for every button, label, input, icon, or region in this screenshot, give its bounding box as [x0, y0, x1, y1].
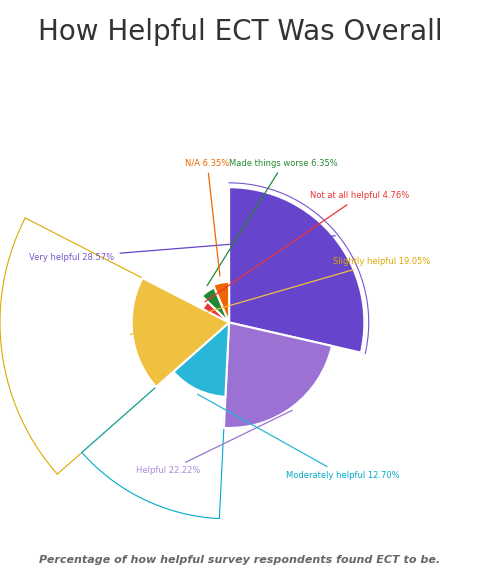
Text: Percentage of how helpful survey respondents found ECT to be.: Percentage of how helpful survey respond… [39, 554, 441, 565]
Text: Made things worse 6.35%: Made things worse 6.35% [207, 159, 338, 286]
Wedge shape [213, 282, 229, 323]
Wedge shape [202, 287, 229, 323]
Text: Not at all helpful 4.76%: Not at all helpful 4.76% [205, 192, 409, 302]
Wedge shape [229, 187, 364, 353]
Wedge shape [203, 302, 229, 323]
Text: Slightly helpful 19.05%: Slightly helpful 19.05% [130, 257, 431, 335]
Text: How Helpful ECT Was Overall: How Helpful ECT Was Overall [38, 18, 442, 46]
Text: Very helpful 28.57%: Very helpful 28.57% [29, 236, 335, 261]
Text: Moderately helpful 12.70%: Moderately helpful 12.70% [198, 394, 399, 479]
Text: N/A 6.35%: N/A 6.35% [185, 159, 229, 276]
Wedge shape [132, 278, 229, 387]
Wedge shape [173, 323, 229, 397]
Text: Helpful 22.22%: Helpful 22.22% [136, 410, 292, 475]
Wedge shape [224, 323, 332, 428]
